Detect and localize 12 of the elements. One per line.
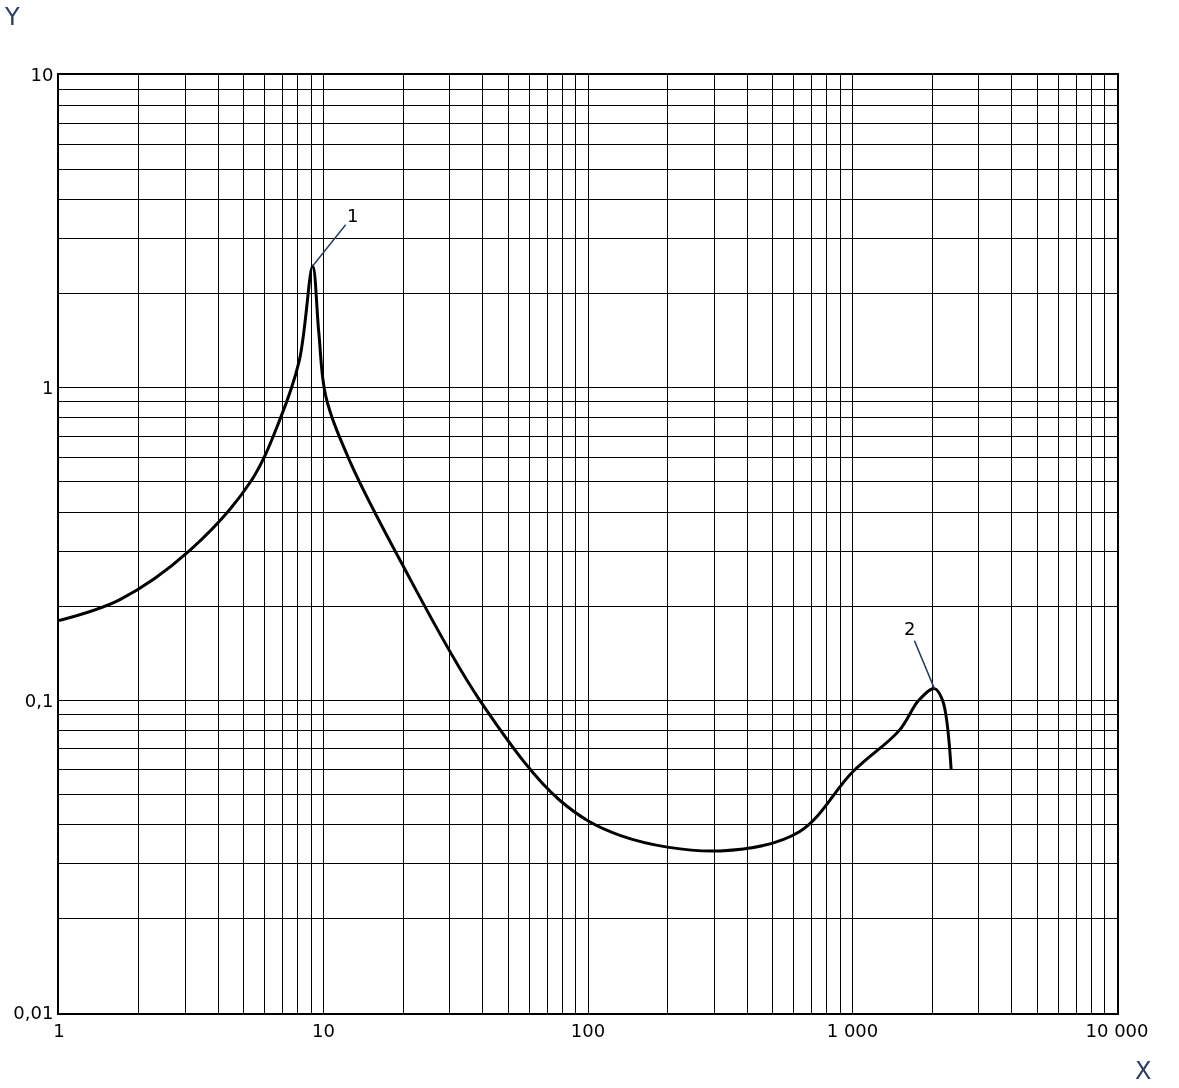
y-tick-label: 0,1 bbox=[24, 689, 54, 711]
annotation: 2 bbox=[904, 618, 916, 639]
x-tick-label: 100 bbox=[570, 1019, 606, 1041]
y-axis-title: Y bbox=[4, 3, 20, 31]
y-tick-label: 1 bbox=[41, 376, 54, 398]
y-tick-label: 0,01 bbox=[13, 1002, 54, 1024]
x-tick-label: 10 bbox=[312, 1019, 335, 1041]
annotation: 1 bbox=[347, 205, 359, 226]
x-tick-label: 1 000 bbox=[826, 1019, 879, 1041]
y-tick-label: 10 bbox=[30, 64, 54, 86]
x-tick-label: 10 000 bbox=[1085, 1019, 1149, 1041]
x-axis-title: X bbox=[1135, 1057, 1152, 1085]
